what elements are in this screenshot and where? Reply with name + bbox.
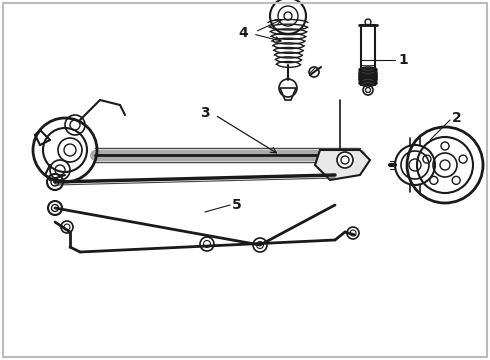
Circle shape (53, 180, 56, 184)
Text: 3: 3 (200, 106, 210, 120)
Text: 4: 4 (238, 26, 248, 40)
Text: 5: 5 (232, 198, 242, 212)
Text: 1: 1 (398, 53, 408, 67)
Polygon shape (315, 150, 370, 180)
Circle shape (337, 152, 353, 168)
Text: 2: 2 (452, 111, 462, 125)
